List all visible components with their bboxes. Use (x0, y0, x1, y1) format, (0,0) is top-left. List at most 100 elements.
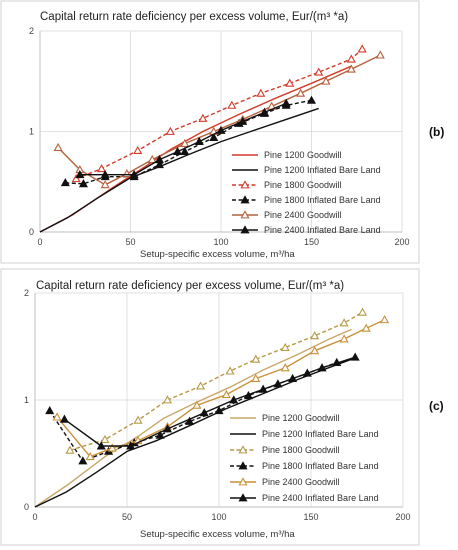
x-tick-label: 200 (394, 237, 409, 247)
data-point (78, 179, 88, 188)
data-point (60, 178, 70, 187)
legend-entry: Pine 2400 Inflated Bare Land (230, 493, 379, 503)
data-point (185, 416, 195, 425)
legend-entry: Pine 2400 Goodwill (232, 210, 342, 220)
legend-entry: Pine 1800 Goodwill (230, 445, 340, 455)
data-point (258, 384, 268, 393)
legend-label: Pine 1200 Inflated Bare Land (262, 429, 379, 439)
data-point (317, 363, 327, 372)
legend-entry: Pine 1800 Goodwill (232, 180, 342, 190)
data-point (310, 331, 320, 340)
legend-entry: Pine 1200 Goodwill (230, 413, 340, 423)
data-point (240, 195, 250, 204)
data-point (100, 180, 110, 189)
data-point (162, 424, 173, 433)
y-tick-label: 1 (24, 395, 29, 405)
x-axis-label: Setup-specific excess volume, m³/ha (140, 249, 295, 260)
data-point (346, 54, 356, 63)
data-point (133, 415, 143, 424)
series-pine-2400-inflated-bare-land (59, 352, 360, 450)
chart-title: Capital return rate deficiency per exces… (36, 280, 344, 292)
x-tick-label: 50 (125, 237, 135, 247)
data-point (339, 334, 349, 343)
data-point (281, 98, 291, 107)
data-point (380, 315, 390, 324)
data-point (155, 430, 165, 439)
legend-label: Pine 2400 Inflated Bare Land (264, 225, 381, 235)
series-pine-1800-goodwill (65, 307, 368, 454)
legend-entry: Pine 1200 Inflated Bare Land (230, 429, 379, 439)
data-point (238, 116, 248, 125)
x-tick-label: 0 (32, 512, 37, 522)
chart-title: Capital return rate deficiency per exces… (40, 11, 348, 23)
series-pine-2400-inflated-bare-land (75, 98, 291, 179)
legend-entry: Pine 1800 Inflated Bare Land (232, 195, 381, 205)
chart-panel-b: Capital return rate deficiency per exces… (0, 0, 420, 264)
legend-label: Pine 2400 Goodwill (264, 210, 342, 220)
data-point (45, 405, 55, 415)
data-point (357, 44, 367, 53)
legend-label: Pine 1200 Inflated Bare Land (264, 165, 381, 175)
data-point (100, 169, 110, 179)
data-point (259, 107, 269, 116)
data-point (165, 126, 175, 135)
series-line (63, 356, 356, 447)
data-point (346, 64, 356, 73)
data-point (52, 412, 62, 421)
series-line (69, 311, 363, 451)
data-point (78, 456, 88, 465)
data-point (154, 154, 164, 164)
x-tick-label: 0 (37, 237, 42, 247)
legend-label: Pine 2400 Goodwill (262, 477, 340, 487)
panel-frame (0, 0, 420, 264)
data-point (314, 67, 324, 76)
legend-entry: Pine 2400 Goodwill (230, 477, 340, 487)
legend-label: Pine 1200 Goodwill (262, 413, 340, 423)
legend-entry: Pine 1800 Inflated Bare Land (230, 461, 379, 471)
data-point (251, 373, 261, 383)
panel-label-c: (c) (429, 399, 444, 413)
x-tick-label: 50 (122, 512, 132, 522)
data-point (173, 146, 183, 156)
data-point (375, 50, 385, 59)
data-point (180, 138, 190, 147)
data-point (147, 154, 157, 164)
data-point (240, 180, 250, 189)
data-point (240, 225, 250, 234)
data-point (59, 414, 69, 423)
data-point (85, 451, 95, 461)
data-point (133, 145, 143, 155)
data-point (310, 346, 320, 355)
data-point (53, 142, 63, 152)
data-point (350, 352, 360, 361)
data-point (321, 76, 331, 85)
data-point (225, 366, 235, 375)
data-point (154, 159, 164, 169)
data-point (238, 461, 248, 470)
series-line (39, 107, 319, 233)
data-point (240, 210, 250, 219)
series-line (34, 358, 352, 508)
data-point (251, 354, 261, 363)
data-point (97, 163, 107, 173)
data-point (196, 381, 206, 390)
data-point (194, 136, 204, 145)
data-point (339, 318, 349, 327)
legend-label: Pine 2400 Inflated Bare Land (262, 493, 379, 503)
y-tick-label: 1 (29, 127, 34, 137)
data-point (100, 434, 110, 444)
data-point (238, 477, 248, 486)
y-tick-label: 2 (24, 288, 29, 298)
data-point (209, 132, 219, 141)
data-point (214, 405, 224, 415)
data-point (199, 408, 209, 417)
series-line (79, 102, 287, 176)
series-pine-1200-inflated-bare-land (39, 107, 319, 233)
legend-entry: Pine 1200 Goodwill (232, 150, 342, 160)
data-point (71, 174, 81, 183)
data-point (216, 125, 226, 134)
data-point (122, 168, 132, 178)
legend-entry: Pine 1200 Inflated Bare Land (232, 165, 381, 175)
legend-label: Pine 1200 Goodwill (264, 150, 342, 160)
